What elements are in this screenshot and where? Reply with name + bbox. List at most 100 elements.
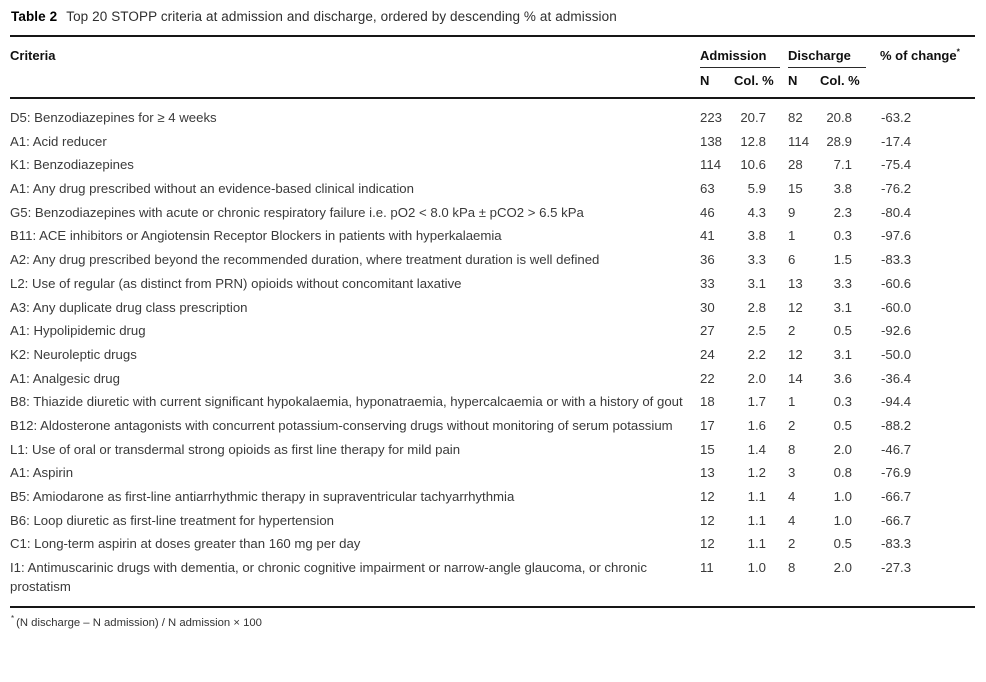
table-caption-label: Table 2 [11, 9, 58, 24]
table-row: D5: Benzodiazepines for ≥ 4 weeks 223 20… [10, 98, 975, 130]
pct-change-cell: -76.9 [881, 465, 912, 481]
column-gap [866, 533, 880, 557]
column-gap [780, 414, 788, 438]
table-row: B12: Aldosterone antagonists with concur… [10, 414, 975, 438]
column-gap [866, 272, 880, 296]
discharge-n-cell: 4 [788, 489, 796, 504]
criteria-cell: L1: Use of oral or transdermal strong op… [10, 441, 461, 457]
pct-change-cell: -60.6 [881, 275, 912, 291]
column-gap [780, 272, 788, 296]
admission-n-cell: 17 [700, 417, 715, 433]
pct-change-cell: -92.6 [881, 323, 912, 339]
admission-pct-cell: 1.1 [747, 536, 766, 552]
admission-n-cell: 27 [700, 323, 715, 339]
discharge-pct-cell: 3.1 [833, 346, 852, 362]
discharge-pct-cell: 0.8 [833, 465, 852, 481]
admission-n-cell: 12 [700, 489, 715, 504]
table-row: L1: Use of oral or transdermal strong op… [10, 438, 975, 462]
table-body: D5: Benzodiazepines for ≥ 4 weeks 223 20… [10, 98, 975, 599]
column-gap [866, 296, 880, 320]
admission-n-cell: 63 [700, 181, 715, 197]
criteria-cell: K2: Neuroleptic drugs [10, 346, 137, 362]
admission-pct-cell: 3.3 [747, 252, 766, 268]
column-gap [780, 533, 788, 557]
criteria-cell: B6: Loop diuretic as first-line treatmen… [10, 512, 334, 528]
discharge-pct-cell: 2.3 [833, 204, 852, 220]
discharge-pct-cell: 0.5 [833, 323, 852, 339]
discharge-n-header: N [788, 67, 820, 99]
admission-n-cell: 138 [700, 133, 723, 149]
admission-pct-cell: 4.3 [747, 204, 766, 220]
column-header-pct-change: % of change* [880, 37, 975, 99]
pct-change-footnote-marker: * [956, 46, 960, 57]
admission-n-cell: 11 [700, 560, 714, 576]
admission-pct-cell: 3.8 [747, 228, 766, 244]
pct-change-cell: -80.4 [881, 204, 912, 220]
table-row: K1: Benzodiazepines 114 10.6 28 7.1 -75.… [10, 154, 975, 178]
admission-pct-cell: 12.8 [740, 133, 766, 149]
discharge-pct-cell: 3.3 [833, 275, 852, 291]
admission-n-cell: 24 [700, 346, 715, 362]
column-group-admission: Admission [700, 37, 780, 68]
table-row: B8: Thiazide diuretic with current signi… [10, 391, 975, 415]
discharge-n-cell: 82 [788, 110, 803, 125]
column-gap [866, 343, 880, 367]
column-group-discharge: Discharge [788, 37, 866, 68]
criteria-cell: A3: Any duplicate drug class prescriptio… [10, 299, 248, 315]
column-gap [780, 343, 788, 367]
discharge-n-cell: 14 [788, 370, 803, 386]
stopp-criteria-table: Criteria Admission Discharge % of change… [10, 37, 975, 599]
discharge-n-cell: 9 [788, 204, 796, 220]
pct-change-cell: -66.7 [881, 489, 912, 504]
column-gap [780, 509, 788, 533]
column-gap [866, 414, 880, 438]
discharge-pct-cell: 3.8 [833, 181, 852, 197]
admission-n-cell: 18 [700, 394, 715, 410]
column-header-criteria: Criteria [10, 37, 700, 99]
table-row: A2: Any drug prescribed beyond the recom… [10, 249, 975, 273]
discharge-n-cell: 28 [788, 157, 803, 173]
table-row: A3: Any duplicate drug class prescriptio… [10, 296, 975, 320]
footnote-text: (N discharge – N admission) / N admissio… [16, 616, 262, 629]
admission-n-cell: 33 [700, 275, 715, 291]
table-row: A1: Aspirin 13 1.2 3 0.8 -76.9 [10, 462, 975, 486]
table-row: B11: ACE inhibitors or Angiotensin Recep… [10, 225, 975, 249]
criteria-cell: B8: Thiazide diuretic with current signi… [10, 394, 683, 410]
pct-change-cell: -46.7 [881, 441, 912, 457]
criteria-cell: K1: Benzodiazepines [10, 157, 134, 173]
admission-pct-cell: 2.8 [747, 299, 766, 315]
discharge-pct-cell: 0.5 [833, 536, 852, 552]
admission-pct-cell: 5.9 [747, 181, 766, 197]
admission-pct-cell: 2.5 [747, 323, 766, 339]
discharge-n-cell: 1 [788, 228, 796, 244]
criteria-cell: A1: Hypolipidemic drug [10, 323, 146, 339]
column-gap [780, 438, 788, 462]
pct-change-cell: -63.2 [881, 110, 912, 125]
pct-change-cell: -76.2 [881, 181, 912, 197]
footnote-marker: * [11, 613, 15, 623]
criteria-cell: A2: Any drug prescribed beyond the recom… [10, 252, 600, 268]
criteria-cell: B5: Amiodarone as first-line antiarrhyth… [10, 489, 515, 504]
table-row: A1: Analgesic drug 22 2.0 14 3.6 -36.4 [10, 367, 975, 391]
admission-pct-cell: 1.2 [747, 465, 766, 481]
admission-pct-cell: 2.0 [747, 370, 766, 386]
column-gap [866, 130, 880, 154]
table-caption: Table 2 Top 20 STOPP criteria at admissio… [10, 5, 975, 37]
column-gap [780, 485, 788, 509]
column-gap [780, 130, 788, 154]
admission-pct-cell: 1.1 [747, 512, 766, 528]
criteria-cell: D5: Benzodiazepines for ≥ 4 weeks [10, 110, 217, 125]
admission-pct-cell: 10.6 [740, 157, 766, 173]
column-gap [866, 320, 880, 344]
admission-pct-cell: 20.7 [740, 110, 766, 125]
discharge-pct-cell: 28.9 [826, 133, 852, 149]
discharge-n-cell: 12 [788, 346, 803, 362]
pct-change-cell: -50.0 [881, 346, 912, 362]
footnote-divider [10, 605, 975, 608]
pct-change-cell: -66.7 [881, 512, 912, 528]
pct-change-cell: -27.3 [881, 560, 912, 576]
criteria-cell: A1: Analgesic drug [10, 370, 120, 386]
admission-n-cell: 46 [700, 204, 715, 220]
table-row: I1: Antimuscarinic drugs with dementia, … [10, 556, 975, 598]
column-gap [780, 556, 788, 598]
